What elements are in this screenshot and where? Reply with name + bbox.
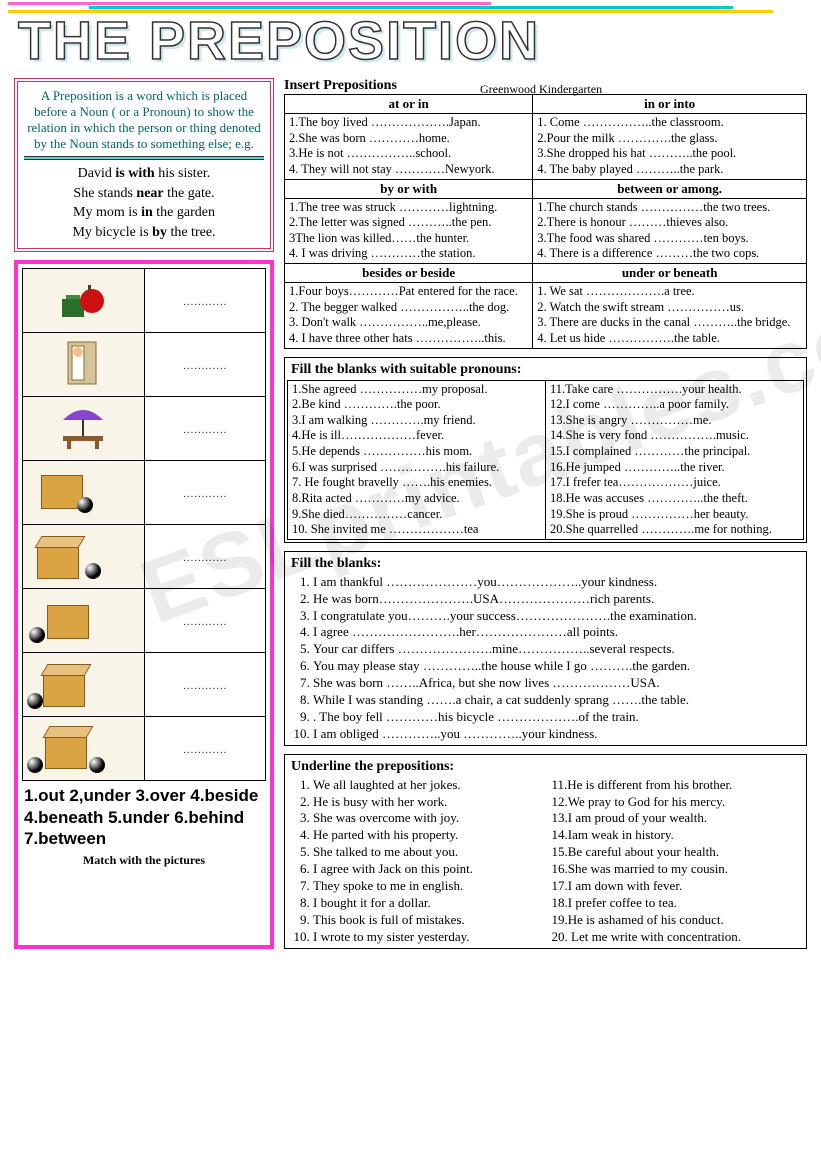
picture-table: ………… ………… ………… ………… ………… ………… ………… …………	[22, 268, 266, 781]
underline-section: Underline the prepositions: We all laugh…	[284, 754, 807, 949]
blank-7[interactable]: …………	[144, 653, 266, 717]
blanks1-heading: Fill the blanks with suitable pronouns:	[287, 360, 804, 380]
underline-left[interactable]: We all laughted at her jokes.He is busy …	[287, 777, 546, 946]
underline-right[interactable]: 11.He is different from his brother.12.W…	[546, 777, 805, 946]
blank-6[interactable]: …………	[144, 589, 266, 653]
blanks1-right[interactable]: 11.Take care …………….your health.12.I come…	[546, 380, 804, 539]
blank-5[interactable]: …………	[144, 525, 266, 589]
page: THE PREPOSITION Greenwood Kindergarten E…	[0, 0, 821, 1169]
fill-blanks-section: Fill the blanks: I am thankful …………………yo…	[284, 551, 807, 746]
blank-1[interactable]: …………	[144, 269, 266, 333]
decorative-bars	[8, 2, 813, 12]
subtitle: Greenwood Kindergarten	[480, 82, 602, 97]
blank-4[interactable]: …………	[144, 461, 266, 525]
match-caption: Match with the pictures	[22, 853, 266, 868]
blank-2[interactable]: …………	[144, 333, 266, 397]
page-title: THE PREPOSITION	[4, 4, 817, 72]
definition-box: A Preposition is a word which is placed …	[14, 78, 274, 252]
example-sentences: David is with his sister.She stands near…	[24, 164, 264, 242]
blanks2-heading: Fill the blanks:	[287, 554, 804, 574]
fill-blanks-pronouns: Fill the blanks with suitable pronouns: …	[284, 357, 807, 543]
pic-box-ball-front	[23, 461, 145, 525]
blanks1-left[interactable]: 1.She agreed ……………my proposal.2.Be kind …	[288, 380, 546, 539]
picture-match-frame: ………… ………… ………… ………… ………… ………… ………… ………… …	[14, 260, 274, 948]
blanks2-list[interactable]: I am thankful …………………you………………..your kin…	[287, 574, 804, 743]
match-word-list: 1.out 2,under 3.over 4.beside 4.beneath …	[22, 781, 266, 853]
pic-box-open-ball-in	[23, 653, 145, 717]
pic-umbrella-bench	[23, 397, 145, 461]
blank-8[interactable]: …………	[144, 717, 266, 781]
insert-prepositions-section: Insert Prepositions at or inin or into1.…	[284, 78, 807, 349]
underline-heading: Underline the prepositions:	[287, 757, 804, 777]
pic-door	[23, 333, 145, 397]
pic-apple-books	[23, 269, 145, 333]
definition-text: A Preposition is a word which is placed …	[24, 88, 264, 152]
preposition-pairs-table: at or inin or into1.The boy lived …………………	[284, 94, 807, 349]
pic-box-open-ball-out	[23, 525, 145, 589]
pic-box-closed-ball-side	[23, 589, 145, 653]
pic-box-two-balls	[23, 717, 145, 781]
blank-3[interactable]: …………	[144, 397, 266, 461]
